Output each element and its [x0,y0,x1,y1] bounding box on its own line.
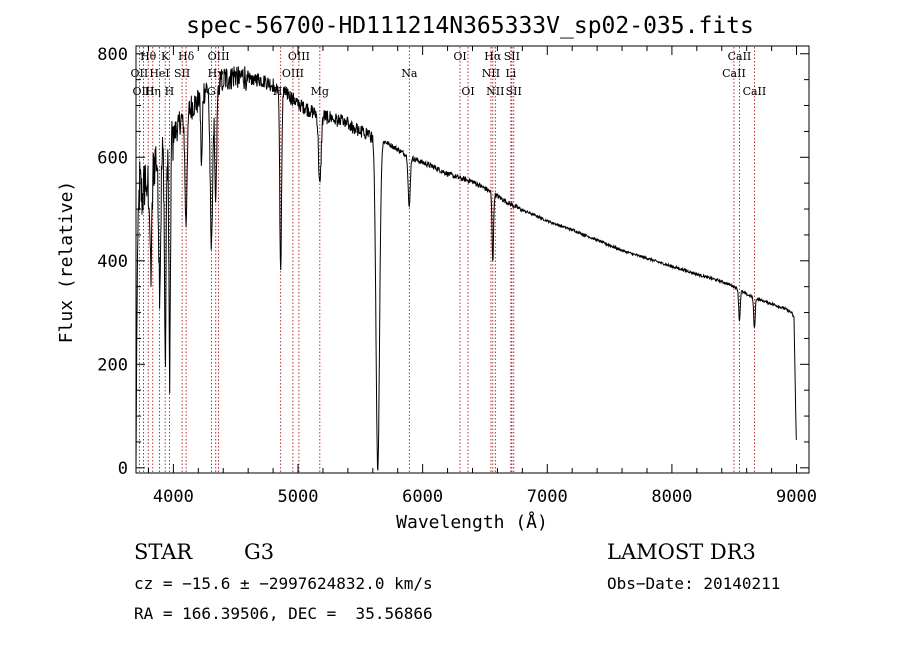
object-class: STAR [134,540,193,564]
y-axis-ticks: 0 200 400 600 800 [97,45,809,479]
spectral-line-label: OIII [282,67,304,80]
spectral-line-label: NII [486,85,504,98]
y-tick-label: 800 [97,45,128,65]
chart-title: spec-56700-HD111214N365333V_sp02-035.fit… [186,13,754,39]
x-axis-label: Wavelength (Å) [396,511,548,533]
spectrum-trace [135,66,797,471]
y-tick-label: 600 [97,148,128,168]
spectral-line-label: Hα [484,50,502,63]
spectral-line-markers [138,47,755,472]
x-tick-label: 8000 [651,487,692,507]
object-subclass: G3 [244,540,275,564]
spectral-line-label: K [161,50,170,63]
spectral-line-label: SII [506,85,522,98]
plot-frame [135,45,810,474]
spectral-line-label: H [165,85,175,98]
spectral-line-label: OIII [288,50,310,63]
y-tick-label: 0 [118,459,128,479]
coordinates: RA = 166.39506, DEC = 35.56866 [134,604,433,623]
x-tick-label: 5000 [278,487,319,507]
x-tick-label: 6000 [402,487,443,507]
x-tick-label: 4000 [153,487,194,507]
y-axis-label: Flux (relative) [56,181,77,344]
spectral-line-label: Li [505,67,516,80]
spectral-line-label: G [207,85,216,98]
spectral-line-label: NII [482,67,500,80]
spectral-line-label: OIII [208,50,230,63]
redshift-info: cz = −15.6 ± −2997624832.0 km/s [134,574,433,593]
spectral-line-label: SII [174,67,190,80]
spectral-line-label: CaII [743,85,767,98]
y-tick-label: 200 [97,355,128,375]
obs-date: Obs−Date: 20140211 [607,574,781,593]
spectral-line-label: OIII [132,85,154,98]
spectral-line-label: CaII [722,67,746,80]
spectral-line-label: Na [401,67,418,80]
spectral-line-label: Hδ [178,50,195,63]
spectral-line-label: Hη [145,85,161,98]
spectral-line-label: OII [131,67,149,80]
spectral-line-label: HeI [149,67,169,80]
x-tick-label: 7000 [527,487,568,507]
survey-name: LAMOST DR3 [607,540,756,564]
spectral-line-label: SII [504,50,520,63]
spectral-line-label: CaII [728,50,752,63]
spectral-line-label: OI [461,85,474,98]
spectral-line-label: Hθ [140,50,157,63]
x-tick-label: 9000 [776,487,817,507]
x-axis-ticks: 4000 5000 6000 7000 8000 9000 [147,46,817,507]
spectral-line-label: Mg [311,85,329,98]
y-tick-label: 400 [97,252,128,272]
spectral-line-label: OI [453,50,466,63]
